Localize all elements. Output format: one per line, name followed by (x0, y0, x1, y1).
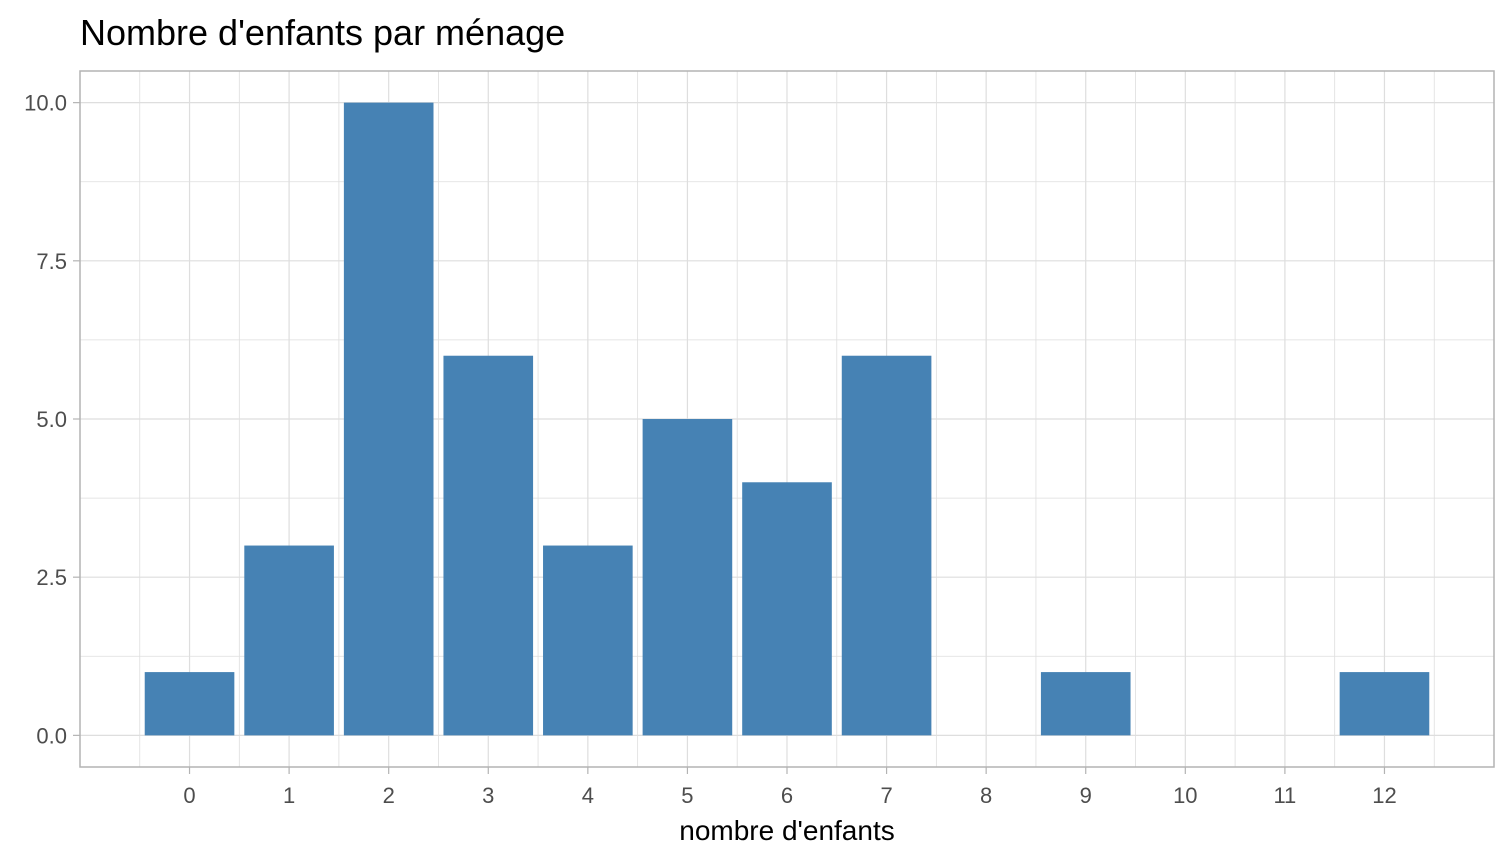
bar-0 (144, 672, 235, 736)
chart-title: Nombre d'enfants par ménage (80, 12, 566, 53)
x-axis-title: nombre d'enfants (679, 815, 894, 846)
bar-1 (244, 545, 334, 736)
bar-5 (642, 419, 733, 736)
bar-4 (543, 545, 633, 736)
x-tick-label: 4 (582, 783, 594, 808)
x-tick-label: 0 (183, 783, 195, 808)
bars (144, 102, 1430, 736)
bar-6 (742, 482, 832, 736)
y-tick-label: 10.0 (24, 91, 67, 116)
x-tick-label: 8 (980, 783, 992, 808)
bar-2 (343, 102, 434, 736)
x-tick-label: 11 (1273, 783, 1296, 808)
y-tick-label: 5.0 (36, 407, 67, 432)
x-tick-label: 6 (781, 783, 793, 808)
y-tick-label: 0.0 (36, 723, 67, 748)
x-tick-label: 3 (482, 783, 494, 808)
bar-3 (443, 355, 534, 736)
x-tick-label: 7 (880, 783, 892, 808)
y-tick-label: 2.5 (36, 565, 67, 590)
x-axis-ticks: 0 1 2 3 4 5 6 7 8 9 10 11 12 (183, 767, 1397, 808)
bar-9 (1040, 672, 1131, 736)
x-tick-label: 2 (383, 783, 395, 808)
x-tick-label: 12 (1372, 783, 1396, 808)
y-axis-ticks: 0.0 2.5 5.0 7.5 10.0 (24, 91, 80, 748)
x-tick-label: 5 (681, 783, 693, 808)
y-tick-label: 7.5 (36, 249, 67, 274)
x-tick-label: 9 (1080, 783, 1092, 808)
x-tick-label: 10 (1173, 783, 1197, 808)
bar-12 (1339, 672, 1430, 736)
bar-7 (841, 355, 932, 736)
x-tick-label: 1 (283, 783, 295, 808)
